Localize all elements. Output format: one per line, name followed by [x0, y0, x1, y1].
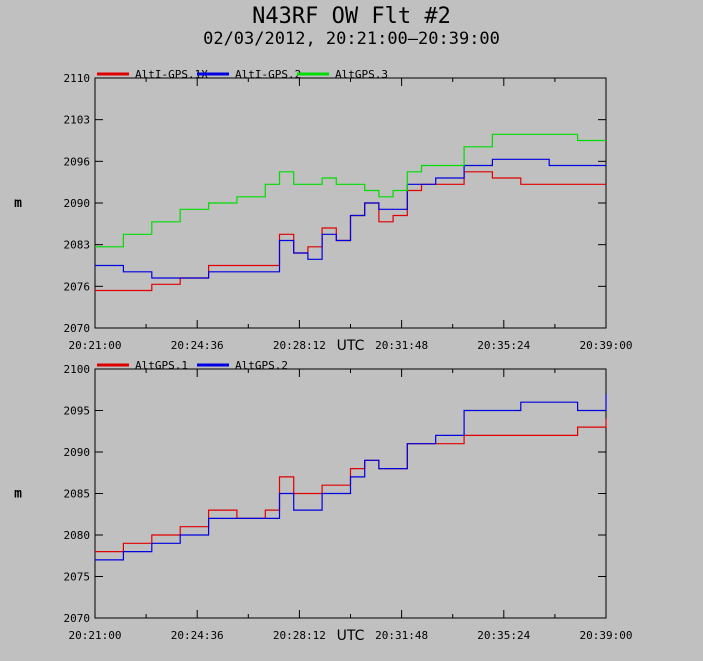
series-line-1-3: [95, 133, 606, 248]
y-tick-label: 2095: [64, 405, 91, 418]
x-tick-label: 20:21:00: [69, 339, 122, 352]
legend-label: AltGPS.1: [135, 359, 188, 372]
y-tick-label: 2103: [64, 114, 91, 127]
x-tick-label: 20:31:48: [375, 339, 428, 352]
y-tick-label: 2085: [64, 488, 91, 501]
x-tick-label: 20:24:36: [171, 339, 224, 352]
chart-subtitle: 02/03/2012, 20:21:00–20:39:00: [203, 29, 500, 49]
legend-label: AltGPS.2: [235, 359, 288, 372]
x-tick-label: 20:39:00: [580, 339, 633, 352]
y-tick-label: 2076: [64, 280, 91, 293]
legend-label: AltI-GPS.2: [235, 68, 301, 81]
y-tick-label: 2080: [64, 529, 91, 542]
y-tick-label: 2070: [64, 322, 91, 335]
x-tick-label: 20:31:48: [375, 629, 428, 642]
y-tick-label: 2083: [64, 239, 91, 252]
chart-title: N43RF OW Flt #2: [252, 4, 451, 29]
y-axis-label: m: [14, 487, 22, 502]
x-tick-label: 20:39:00: [580, 629, 633, 642]
series-line-2-2: [95, 393, 607, 561]
x-tick-label: 20:35:24: [477, 629, 530, 642]
y-tick-label: 2090: [64, 446, 91, 459]
y-tick-label: 2100: [64, 363, 91, 376]
y-tick-label: 2096: [64, 155, 91, 168]
y-tick-label: 2070: [64, 612, 91, 625]
x-tick-label: 20:24:36: [171, 629, 224, 642]
y-tick-label: 2090: [64, 197, 91, 210]
x-tick-label: 20:21:00: [69, 629, 122, 642]
x-axis-label: UTC: [337, 628, 365, 644]
y-tick-label: 2110: [64, 72, 91, 85]
y-axis-label: m: [14, 196, 22, 211]
series-line-2-1: [95, 418, 607, 553]
x-tick-label: 20:35:24: [477, 339, 530, 352]
x-axis-label: UTC: [337, 338, 365, 354]
legend-label: AltI-GPS.1X: [135, 68, 208, 81]
plot-frame: [94, 77, 607, 329]
x-tick-label: 20:28:12: [273, 339, 326, 352]
legend-label: AltGPS.3: [335, 68, 388, 81]
series-line-1-2: [95, 158, 606, 279]
x-tick-label: 20:28:12: [273, 629, 326, 642]
y-tick-label: 2075: [64, 571, 91, 584]
